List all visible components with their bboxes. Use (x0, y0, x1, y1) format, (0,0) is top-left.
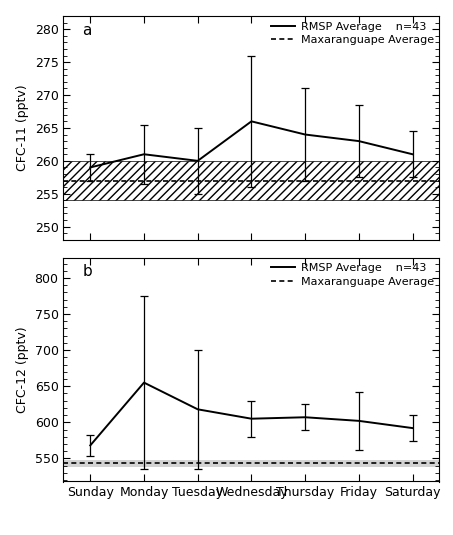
Legend: RMSP Average    n=43, Maxaranguape Average: RMSP Average n=43, Maxaranguape Average (271, 21, 434, 45)
Y-axis label: CFC-12 (pptv): CFC-12 (pptv) (16, 326, 29, 413)
Text: a: a (82, 23, 92, 38)
Text: b: b (82, 264, 92, 279)
Y-axis label: CFC-11 (pptv): CFC-11 (pptv) (16, 85, 29, 171)
Legend: RMSP Average    n=43, Maxaranguape Average: RMSP Average n=43, Maxaranguape Average (271, 263, 434, 287)
